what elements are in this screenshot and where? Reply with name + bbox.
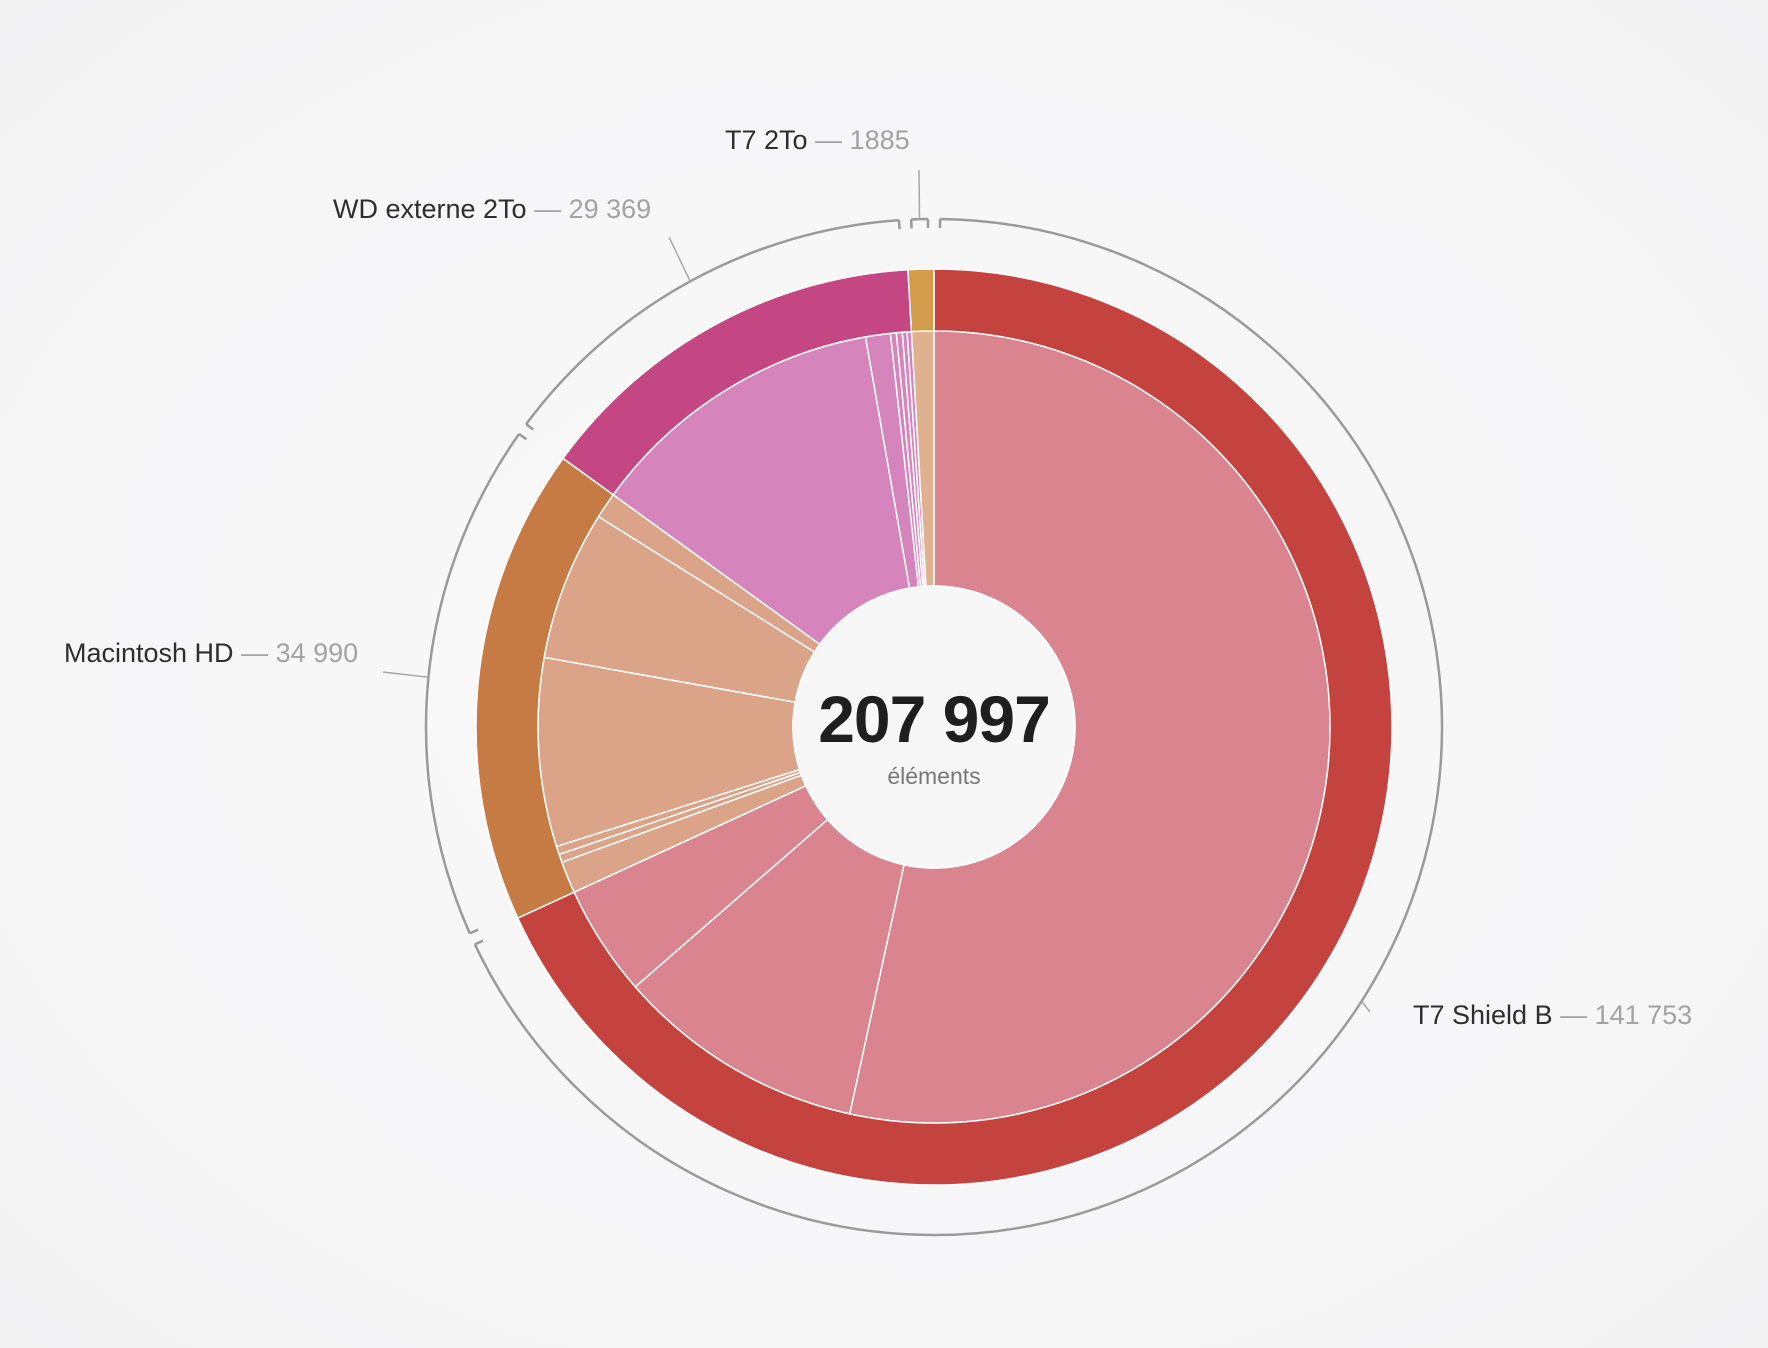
- inner-ring: [537, 330, 1331, 1124]
- bracket-tick-t7-shield-b-2: [474, 939, 484, 946]
- drive-label-macintosh-hd: Macintosh HD — 34 990: [64, 638, 358, 668]
- drive-name-macintosh-hd: Macintosh HD: [64, 638, 234, 668]
- drive-count-macintosh-hd: — 34 990: [234, 638, 359, 668]
- bracket-tick-wd-externe-2to-2: [897, 220, 901, 230]
- drive-label-t7-shield-b: T7 Shield B — 141 753: [1413, 1000, 1692, 1030]
- bracket-tick-macintosh-hd-2: [518, 433, 528, 441]
- drive-label-wd-externe-2to: WD externe 2To — 29 369: [333, 194, 651, 224]
- total-count: 207 997: [818, 682, 1050, 756]
- leader-line-t7-shield-b: [1361, 1000, 1371, 1013]
- bracket-tick-wd-externe-2to-1: [525, 423, 535, 431]
- drive-slice-t7-shield-b[interactable]: [516, 268, 1393, 1186]
- drive-count-t7-shield-b: — 141 753: [1553, 1000, 1693, 1030]
- drive-labels: T7 Shield B — 141 753 Macintosh HD — 34 9…: [64, 125, 1692, 1030]
- center-hole: [792, 585, 1076, 869]
- drive-count-t7-2to: — 1885: [808, 125, 910, 155]
- bracket-tick-macintosh-hd-1: [469, 928, 479, 935]
- drive-name-t7-2to: T7 2To: [725, 125, 808, 155]
- leader-lines: [382, 169, 1371, 1013]
- outer-ring: [475, 268, 1393, 1186]
- total-unit-label: éléments: [887, 763, 980, 789]
- leader-line-t7-2to: [918, 169, 921, 220]
- drive-label-t7-2to: T7 2To — 1885: [725, 125, 910, 155]
- drive-slice-t7-2to[interactable]: [907, 268, 935, 333]
- leader-line-wd-externe-2to: [668, 236, 691, 282]
- drive-count-wd-externe-2to: — 29 369: [527, 194, 652, 224]
- leader-line-macintosh-hd: [382, 671, 429, 678]
- drive-name-t7-shield-b: T7 Shield B: [1413, 1000, 1553, 1030]
- drive-name-wd-externe-2to: WD externe 2To: [333, 194, 527, 224]
